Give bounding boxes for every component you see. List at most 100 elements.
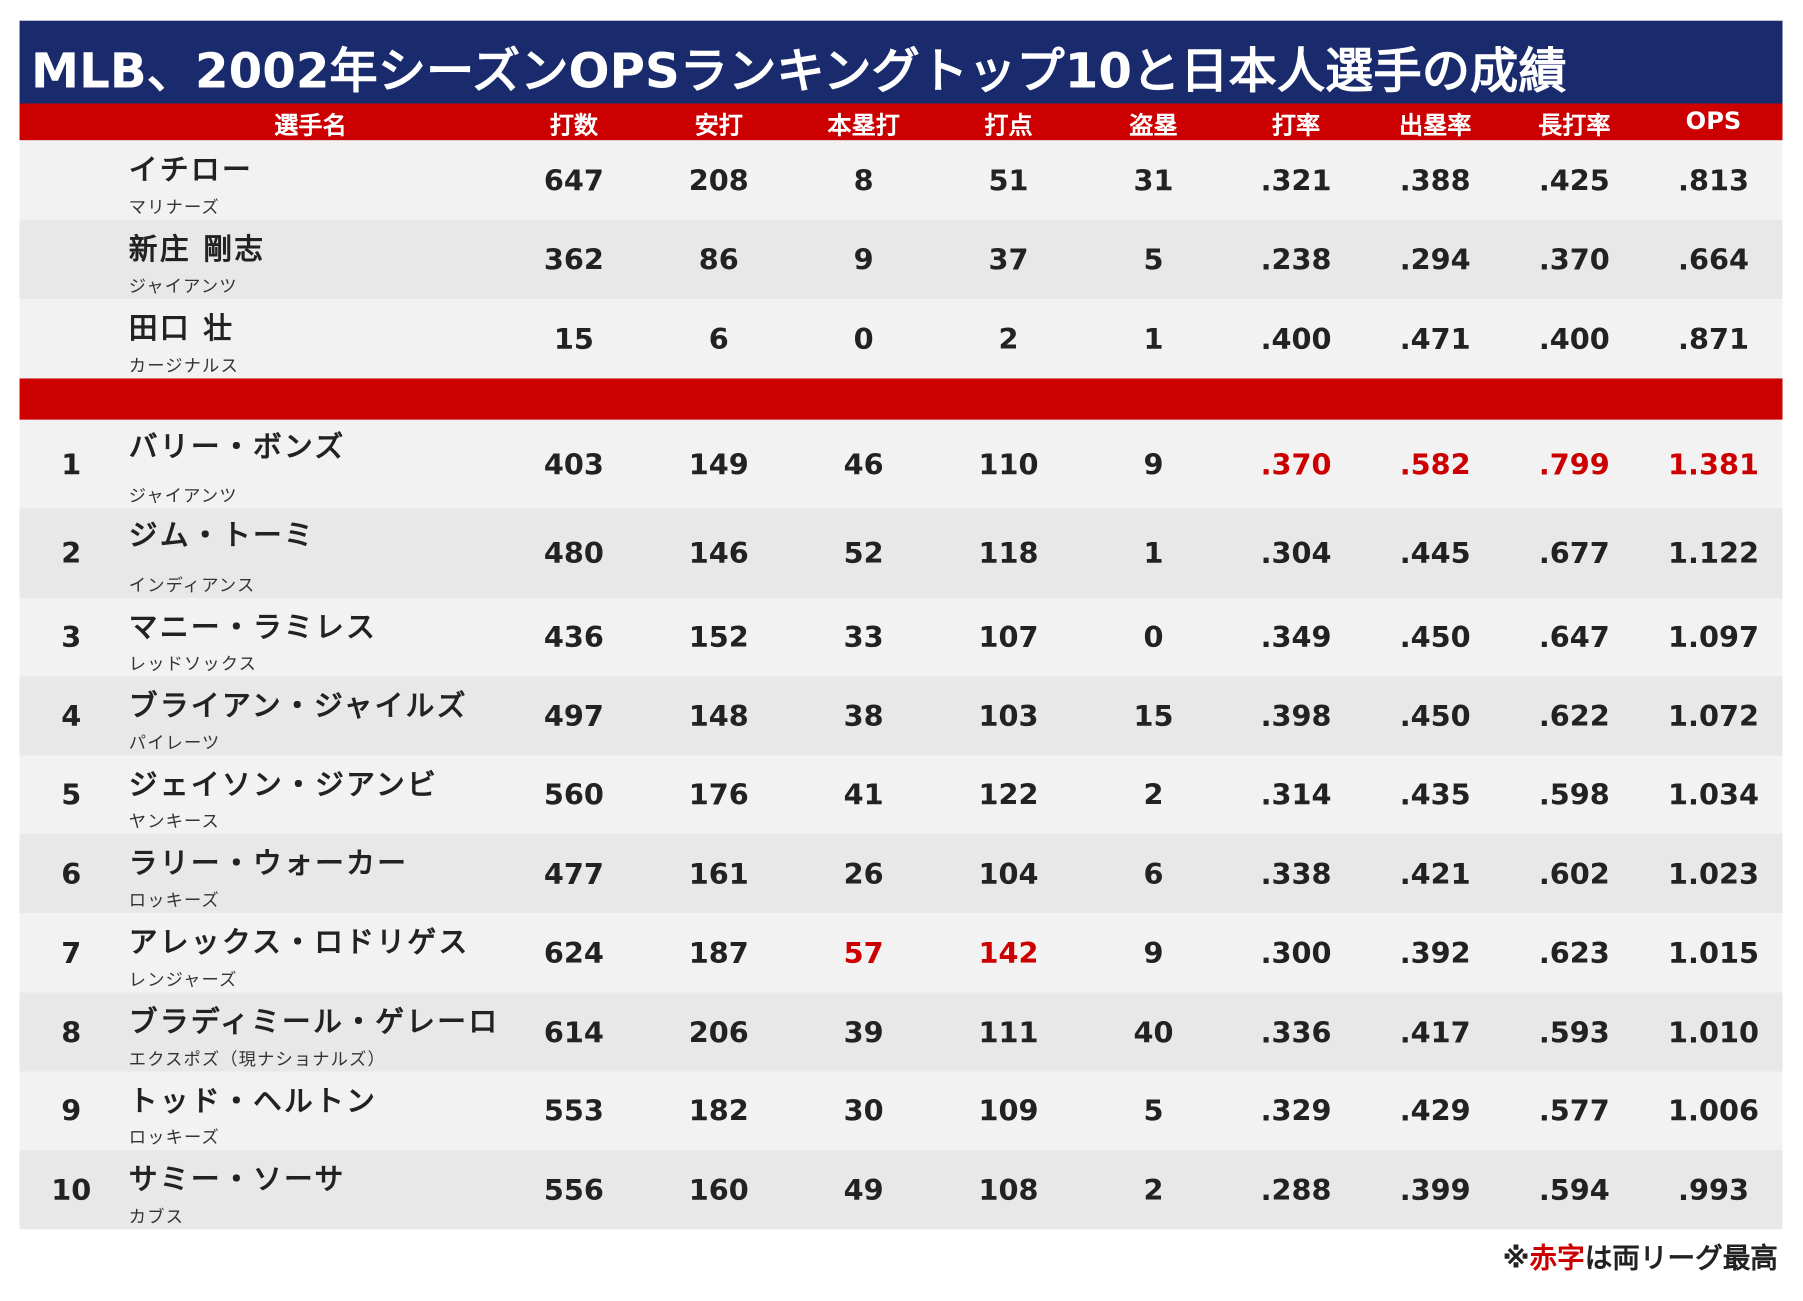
footnote-text: は両リーグ最高	[1584, 1242, 1778, 1275]
stat: .450	[1399, 620, 1471, 654]
rank: 4	[61, 699, 82, 733]
stat: .398	[1260, 699, 1332, 733]
column-header: 打点	[984, 111, 1033, 140]
stat: .993	[1678, 1173, 1749, 1207]
team-name: カブス	[128, 1206, 185, 1228]
player-name: ジム・トーミ	[128, 518, 316, 552]
stat: .392	[1399, 936, 1471, 970]
stat: 9	[853, 242, 874, 276]
column-header: 長打率	[1538, 111, 1611, 140]
stat: 86	[698, 242, 739, 276]
stat: 149	[688, 447, 749, 481]
stat: 182	[688, 1094, 749, 1128]
team-name: レンジャーズ	[128, 969, 238, 991]
stat: 208	[688, 163, 749, 197]
table-row: イチロー マリナーズ 647 208 8 51 31 .321 .388 .425 .813	[19, 140, 1783, 220]
stat: 122	[978, 777, 1039, 812]
column-header: 打数	[549, 111, 598, 140]
stat: 15	[1133, 699, 1174, 733]
table-row: 9 トッド・ヘルトン ロッキーズ 553 182 30 109 5 .329 .429 .577 1.…	[19, 1071, 1783, 1150]
player-name: 新庄 剛志	[128, 232, 266, 266]
stat: 560	[543, 777, 604, 812]
team-name: ジャイアンツ	[128, 276, 238, 297]
column-header: 本塁打	[827, 111, 900, 140]
stat: 1	[1143, 536, 1164, 570]
team-name: ロッキーズ	[128, 1127, 220, 1148]
stat: 206	[688, 1015, 749, 1049]
stat: 9	[1143, 936, 1164, 970]
team-name: ヤンキース	[128, 810, 220, 832]
player-name: サミー・ソーサ	[128, 1162, 346, 1196]
stat: .288	[1260, 1173, 1332, 1207]
stat: .300	[1260, 936, 1332, 970]
stat: 1.072	[1668, 699, 1759, 733]
player-name: イチロー	[128, 152, 254, 187]
stat: 1.034	[1668, 777, 1759, 812]
player-name: ブラディミール・ゲレーロ	[128, 1005, 500, 1039]
stat: 2	[1143, 1173, 1164, 1207]
stat: 110	[978, 447, 1039, 481]
rank: 6	[61, 856, 82, 891]
player-name: ブライアン・ジャイルズ	[128, 688, 468, 723]
stat: 118	[978, 536, 1039, 570]
stat: 103	[978, 699, 1039, 733]
team-name: エクスポズ（現ナショナルズ）	[128, 1048, 386, 1070]
footnote: ※赤字は両リーグ最高	[1503, 1235, 1778, 1275]
stat: .435	[1399, 777, 1471, 812]
player-name: トッド・ヘルトン	[128, 1084, 378, 1118]
stat: 148	[688, 699, 749, 733]
stat: 6	[708, 322, 729, 356]
stat: 52	[843, 536, 884, 570]
stat: 477	[543, 856, 604, 891]
stat: 41	[843, 777, 884, 812]
stat: .594	[1538, 1173, 1610, 1207]
stat: .425	[1538, 163, 1610, 197]
stat: 1.006	[1668, 1094, 1759, 1128]
stat: 109	[978, 1094, 1039, 1128]
column-header: 安打	[694, 111, 743, 140]
stat: 362	[543, 242, 604, 276]
stat: 107	[978, 620, 1039, 654]
stat: .399	[1399, 1173, 1471, 1207]
stat: 1	[1143, 322, 1164, 356]
stat: 497	[543, 699, 604, 733]
stat: 15	[553, 322, 594, 356]
stat: 1.015	[1668, 936, 1759, 970]
table-row: 田口 壮カージナルス 15 6 0 2 1 .400 .471 .400 .871	[19, 299, 1783, 379]
player-name: マニー・ラミレス	[128, 610, 378, 644]
stat: 152	[688, 620, 749, 654]
stat: 187	[688, 936, 749, 970]
column-header: 選手名	[274, 111, 347, 140]
stat: 39	[843, 1015, 884, 1049]
table-row: 7 アレックス・ロドリゲス レンジャーズ 624 187 57 142 9 .300 .392 .6…	[19, 913, 1783, 993]
stat: 0	[1143, 620, 1164, 654]
team-name: レッドソックス	[128, 653, 258, 674]
stat: 1.010	[1668, 1015, 1759, 1049]
stat: .598	[1538, 777, 1610, 812]
table-row: 3 マニー・ラミレス レッドソックス 436 152 33 107 0 .349 .450 .647…	[19, 598, 1783, 677]
stat: .349	[1260, 620, 1332, 654]
column-header: 出塁率	[1398, 111, 1472, 140]
team-name: マリナーズ	[128, 196, 220, 218]
stat: 1.023	[1668, 856, 1759, 891]
title: MLB、2002年シーズンOPSランキングトップ10と日本人選手の成績	[31, 42, 1567, 99]
stat: .871	[1678, 322, 1749, 356]
team-name: パイレーツ	[128, 732, 221, 754]
stat: 49	[843, 1173, 884, 1207]
stat: 176	[688, 777, 749, 812]
stat: 403	[543, 447, 604, 481]
stat: .577	[1538, 1094, 1610, 1128]
rank: 3	[61, 620, 82, 654]
stat: 624	[543, 936, 604, 970]
stat: 146	[688, 536, 749, 570]
team-name: カージナルス	[128, 355, 239, 377]
stat: .400	[1260, 322, 1332, 356]
rank: 1	[61, 447, 82, 481]
footnote-mark: ※	[1502, 1242, 1530, 1275]
stat: 9	[1143, 447, 1164, 481]
stat: .582	[1399, 447, 1471, 481]
stat: 161	[688, 856, 749, 891]
title-bar: MLB、2002年シーズンOPSランキングトップ10と日本人選手の成績	[19, 20, 1783, 104]
